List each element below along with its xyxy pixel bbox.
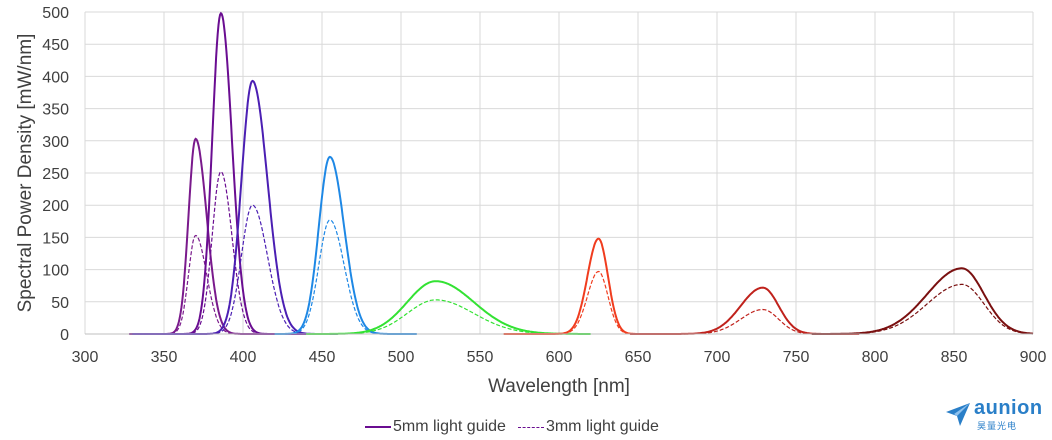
legend-item-5mm: 5mm light guide [365,418,506,436]
series-7-dashed-line [630,308,860,335]
chart-series [129,11,1033,335]
y-tick-label: 450 [42,37,69,54]
legend-item-3mm: 3mm light guide [517,418,659,436]
spectral-chart: 0 50 100 150 200 250 300 350 400 450 500 300 350 400 4… [15,5,1046,397]
series-7-solid-line [630,286,860,335]
y-tick-label: 200 [42,198,69,215]
y-tick-label: 50 [51,295,69,312]
y-tick-label: 150 [42,230,69,247]
x-tick-label: 550 [467,349,494,366]
aunion-logo: aunion 昊量光电 [944,397,1044,434]
legend-label-3mm: 3mm light guide [545,418,659,435]
x-tick-label: 650 [625,349,652,366]
legend: 5mm light guide 3mm light guide [365,417,671,437]
y-tick-label: 100 [42,263,69,280]
series-8-dashed-line [811,283,1033,335]
y-tick-label: 350 [42,102,69,119]
x-tick-label: 750 [783,349,810,366]
series-5-solid-line [306,280,591,335]
logo-subtext: 昊量光电 [977,422,1018,432]
legend-swatch-dashed [517,426,544,428]
x-tick-label: 500 [388,349,415,366]
y-tick-label: 300 [42,134,69,151]
x-tick-label: 400 [230,349,257,366]
legend-label-5mm: 5mm light guide [393,418,506,435]
series-1-solid-line [129,137,283,335]
x-tick-label: 800 [862,349,889,366]
y-axis-label: Spectral Power Density [mW/nm] [15,34,36,313]
y-tick-label: 400 [42,69,69,86]
logo-text: aunion [974,397,1043,419]
series-4-dashed-line [274,219,417,335]
tick-labels: 0 50 100 150 200 250 300 350 400 450 500 300 350 400 4… [42,5,1046,366]
legend-swatch-solid [365,426,391,428]
x-axis-label: Wavelength [nm] [488,376,630,397]
x-tick-label: 450 [309,349,336,366]
paper-plane-icon [946,403,970,426]
x-tick-label: 850 [941,349,968,366]
x-tick-label: 350 [151,349,178,366]
y-tick-label: 0 [60,327,69,344]
series-5-dashed-line [306,299,591,335]
y-tick-label: 250 [42,166,69,183]
x-tick-label: 600 [546,349,573,366]
grid-lines [84,11,1034,335]
y-tick-label: 500 [42,5,69,22]
x-tick-label: 900 [1020,349,1047,366]
series-8-solid-line [811,267,1033,335]
series-4-solid-line [274,155,417,335]
x-tick-label: 300 [72,349,99,366]
x-tick-label: 700 [704,349,731,366]
